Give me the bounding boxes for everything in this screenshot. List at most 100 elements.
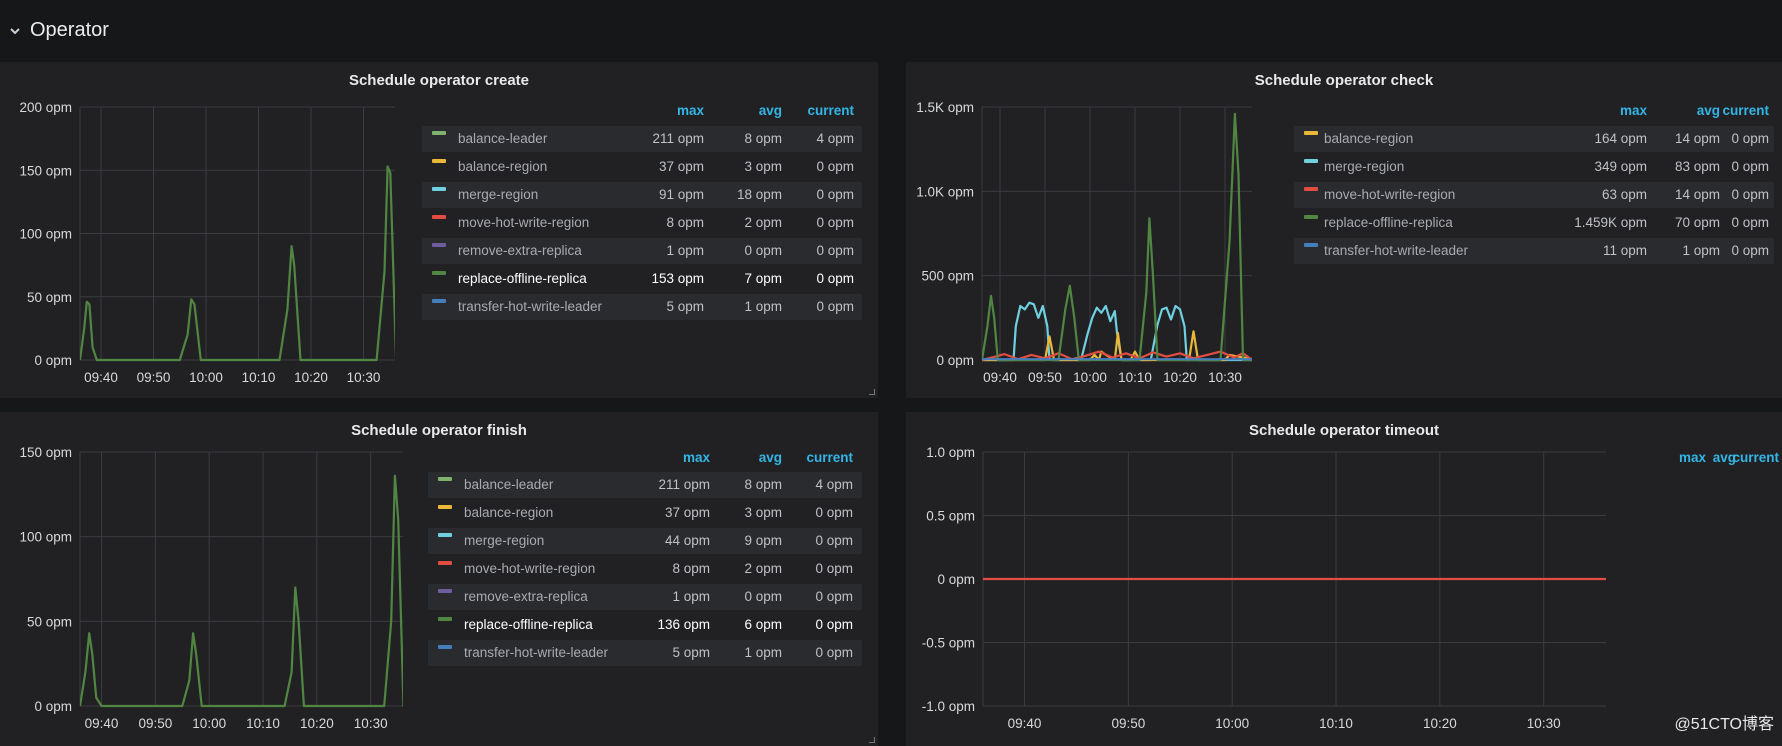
legend-swatch[interactable]: [438, 533, 452, 537]
legend-row-replace-offline-replica[interactable]: replace-offline-replica 153 opm 7 opm 0 opm: [422, 266, 862, 292]
legend-header-current[interactable]: current: [806, 450, 853, 465]
legend-value-avg: 8 opm: [744, 477, 782, 492]
legend-row-replace-offline-replica[interactable]: replace-offline-replica 1.459K opm 70 opm 0…: [1294, 210, 1774, 236]
legend-series-name[interactable]: move-hot-write-region: [1324, 187, 1456, 202]
legend-value-max: 44 opm: [664, 533, 710, 548]
legend-row-balance-region[interactable]: balance-region 164 opm 14 opm 0 opm: [1294, 126, 1774, 152]
legend-swatch[interactable]: [438, 561, 452, 565]
legend-header-avg[interactable]: avg: [1712, 450, 1736, 465]
series-line-replace-offline-replica[interactable]: [80, 165, 400, 362]
legend-series-name[interactable]: replace-offline-replica: [1324, 215, 1453, 230]
legend-row-merge-region[interactable]: merge-region 349 opm 83 opm 0 opm: [1294, 154, 1774, 180]
series-line-replace-offline-replica[interactable]: [80, 474, 408, 708]
panel-resize-handle[interactable]: [869, 389, 875, 395]
legend-row-remove-extra-replica[interactable]: remove-extra-replica 1 opm 0 opm 0 opm: [428, 584, 862, 610]
panel-schedule-operator-check[interactable]: 0 opm 500 opm 1.0K opm 1.5K opm 09:40 09:50 10…: [906, 62, 1782, 398]
legend-swatch[interactable]: [1304, 215, 1318, 219]
x-tick-label: 09:40: [84, 370, 118, 385]
legend-swatch[interactable]: [438, 645, 452, 649]
legend-swatch[interactable]: [432, 187, 446, 191]
panel-title[interactable]: Schedule operator finish: [351, 422, 527, 439]
legend-series-name[interactable]: merge-region: [1324, 159, 1405, 174]
legend-swatch[interactable]: [438, 617, 452, 621]
panel-schedule-operator-create[interactable]: 0 opm 50 opm 100 opm 150 opm 200 opm 09:40 09:…: [0, 62, 878, 398]
legend-row-balance-region[interactable]: balance-region 37 opm 3 opm 0 opm: [422, 154, 862, 180]
legend-header-avg[interactable]: avg: [758, 103, 782, 118]
chart-svg[interactable]: -1.0 opm -0.5 opm 0 opm 0.5 opm 1.0 opm 09:40…: [906, 412, 1782, 746]
legend-row-transfer-hot-write-leader[interactable]: transfer-hot-write-leader 5 opm 1 opm 0 opm: [422, 294, 862, 320]
panel-title[interactable]: Schedule operator check: [1254, 72, 1434, 89]
legend-series-name[interactable]: balance-leader: [458, 131, 548, 146]
legend-swatch[interactable]: [432, 215, 446, 219]
legend-row-balance-region[interactable]: balance-region 37 opm 3 opm 0 opm: [428, 500, 862, 526]
legend-row-move-hot-write-region[interactable]: move-hot-write-region 8 opm 2 opm 0 opm: [428, 556, 862, 582]
panel-schedule-operator-timeout[interactable]: -1.0 opm -0.5 opm 0 opm 0.5 opm 1.0 opm 09:40…: [906, 412, 1782, 746]
legend-swatch[interactable]: [438, 477, 452, 481]
legend-swatch[interactable]: [432, 243, 446, 247]
legend-series-name[interactable]: balance-leader: [464, 477, 554, 492]
legend-row-move-hot-write-region[interactable]: move-hot-write-region 8 opm 2 opm 0 opm: [422, 210, 862, 236]
legend-header-max[interactable]: max: [682, 450, 710, 465]
legend-header-current[interactable]: current: [1732, 450, 1779, 465]
legend-header-max[interactable]: max: [1678, 450, 1706, 465]
legend-series-name[interactable]: balance-region: [464, 505, 554, 520]
row-header-operator[interactable]: Operator: [0, 0, 1782, 60]
panel-resize-handle[interactable]: [869, 737, 875, 743]
legend-row-merge-region[interactable]: merge-region 44 opm 9 opm 0 opm: [428, 528, 862, 554]
legend-swatch[interactable]: [432, 159, 446, 163]
legend-swatch[interactable]: [432, 299, 446, 303]
series-line-move-hot-write-region[interactable]: [982, 350, 1257, 362]
legend-swatch[interactable]: [1304, 159, 1318, 163]
legend-value-max: 5 opm: [666, 299, 704, 314]
legend-header-max[interactable]: max: [1619, 103, 1647, 118]
legend-series-name[interactable]: transfer-hot-write-leader: [458, 299, 603, 314]
legend-series-name[interactable]: move-hot-write-region: [458, 215, 590, 230]
legend-swatch[interactable]: [438, 589, 452, 593]
chart-svg[interactable]: 0 opm 500 opm 1.0K opm 1.5K opm 09:40 09:50 10…: [906, 62, 1782, 398]
x-tick-label: 10:00: [192, 716, 226, 731]
series-line-merge-region[interactable]: [982, 301, 1257, 362]
legend-swatch[interactable]: [432, 131, 446, 135]
legend-row-balance-leader[interactable]: balance-leader 211 opm 8 opm 4 opm: [428, 472, 862, 498]
legend-series-name[interactable]: balance-region: [1324, 131, 1414, 146]
legend-swatch[interactable]: [438, 505, 452, 509]
legend-series-name[interactable]: merge-region: [464, 533, 545, 548]
legend-row-merge-region[interactable]: merge-region 91 opm 18 opm 0 opm: [422, 182, 862, 208]
panel-title[interactable]: Schedule operator create: [348, 72, 530, 89]
legend-series-name[interactable]: merge-region: [458, 187, 539, 202]
legend-value-current: 0 opm: [816, 187, 854, 202]
legend-header-avg[interactable]: avg: [1696, 103, 1720, 118]
legend-swatch[interactable]: [1304, 131, 1318, 135]
chart-svg[interactable]: 0 opm 50 opm 100 opm 150 opm 200 opm 09:40 09:…: [0, 62, 878, 398]
legend-swatch[interactable]: [1304, 243, 1318, 247]
legend-header-current[interactable]: current: [1722, 103, 1769, 118]
legend-series-name[interactable]: replace-offline-replica: [464, 617, 593, 632]
series-line-replace-offline-replica[interactable]: [982, 112, 1257, 362]
panel-title[interactable]: Schedule operator timeout: [1248, 422, 1440, 439]
legend-header-current[interactable]: current: [807, 103, 854, 118]
legend-swatch[interactable]: [1304, 187, 1318, 191]
legend-row-transfer-hot-write-leader[interactable]: transfer-hot-write-leader 5 opm 1 opm 0 opm: [428, 640, 862, 666]
chart-svg[interactable]: 0 opm 50 opm 100 opm 150 opm 09:40 09:50 10:00…: [0, 412, 878, 746]
legend-header-max[interactable]: max: [676, 103, 704, 118]
y-tick-label: 100 opm: [19, 227, 72, 242]
legend-series-name[interactable]: balance-region: [458, 159, 548, 174]
x-tick-label: 10:20: [294, 370, 328, 385]
legend-header-avg[interactable]: avg: [758, 450, 782, 465]
y-tick-label: 1.5K opm: [916, 100, 974, 115]
legend-row-replace-offline-replica[interactable]: replace-offline-replica 136 opm 6 opm 0 opm: [428, 612, 862, 638]
legend-row-move-hot-write-region[interactable]: move-hot-write-region 63 opm 14 opm 0 opm: [1294, 182, 1774, 208]
legend-row-remove-extra-replica[interactable]: remove-extra-replica 1 opm 0 opm 0 opm: [422, 238, 862, 264]
legend-series-name[interactable]: replace-offline-replica: [458, 271, 587, 286]
panel-schedule-operator-finish[interactable]: 0 opm 50 opm 100 opm 150 opm 09:40 09:50 10:00…: [0, 412, 878, 746]
legend-row-balance-leader[interactable]: balance-leader 211 opm 8 opm 4 opm: [422, 126, 862, 152]
legend-series-name[interactable]: remove-extra-replica: [464, 589, 588, 604]
legend-series-name[interactable]: transfer-hot-write-leader: [464, 645, 609, 660]
chevron-down-icon[interactable]: [8, 24, 22, 38]
legend-series-name[interactable]: remove-extra-replica: [458, 243, 582, 258]
y-tick-label: 500 opm: [921, 269, 974, 284]
legend-row-transfer-hot-write-leader[interactable]: transfer-hot-write-leader 11 opm 1 opm 0 op…: [1294, 238, 1774, 264]
legend-series-name[interactable]: move-hot-write-region: [464, 561, 596, 576]
legend-swatch[interactable]: [432, 271, 446, 275]
legend-series-name[interactable]: transfer-hot-write-leader: [1324, 243, 1469, 258]
